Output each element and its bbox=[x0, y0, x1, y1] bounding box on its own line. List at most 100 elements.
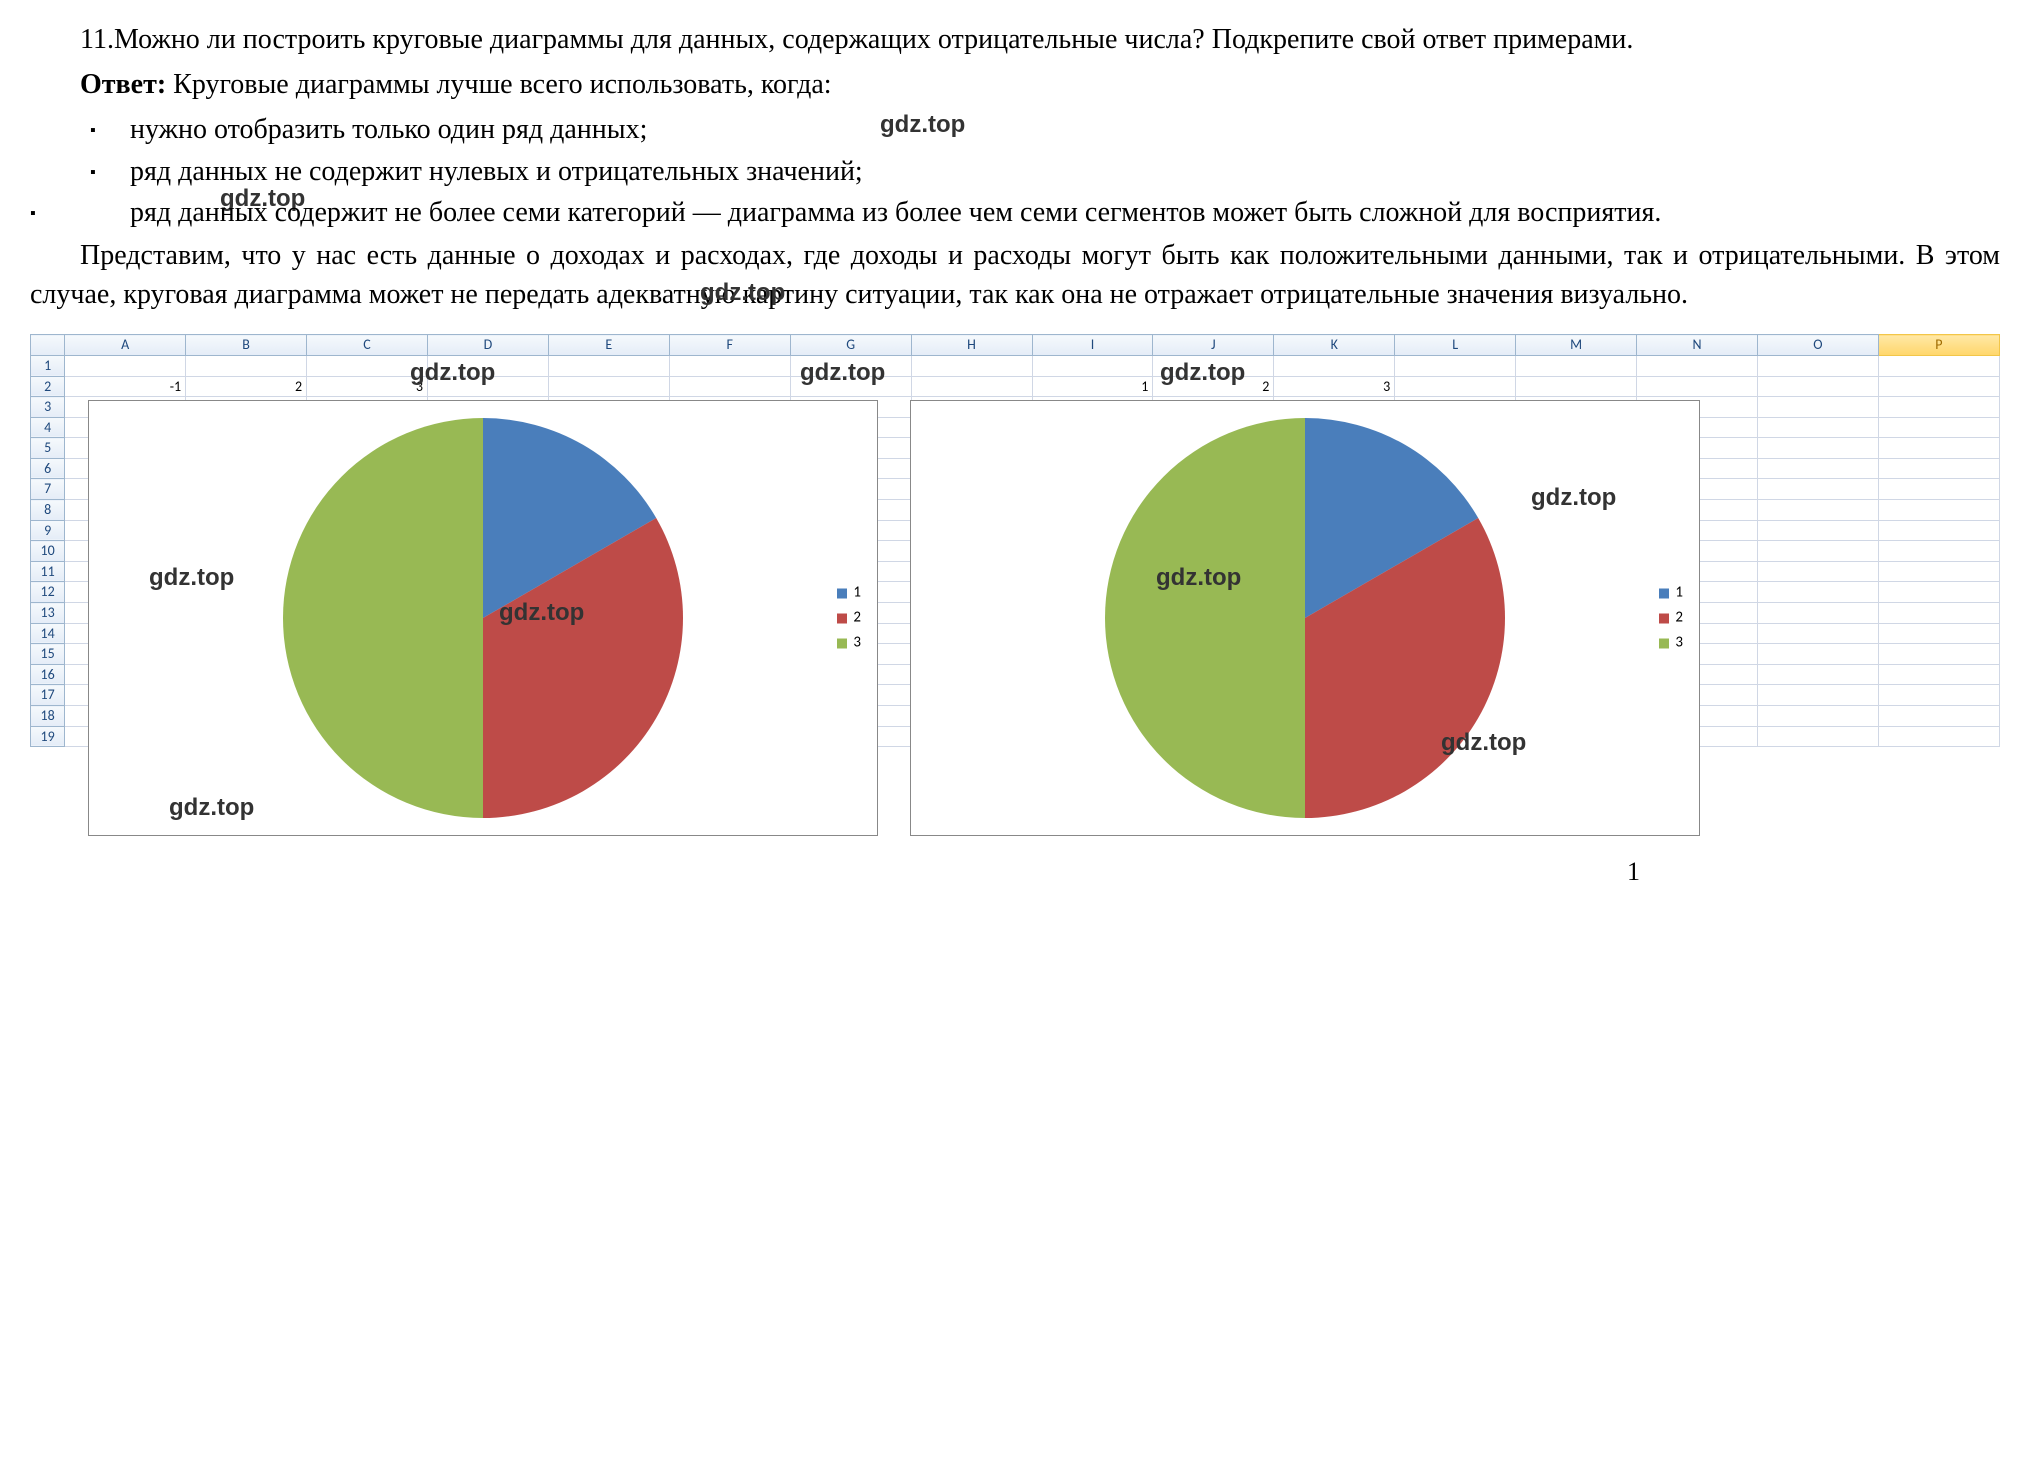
cell[interactable] bbox=[1878, 479, 1999, 500]
cell[interactable] bbox=[790, 376, 911, 397]
pie-chart-right[interactable]: 1 2 3 gdz.top gdz.top gdz.top bbox=[910, 400, 1700, 836]
col-header[interactable]: L bbox=[1395, 335, 1516, 356]
col-header[interactable]: J bbox=[1153, 335, 1274, 356]
pie-chart-left[interactable]: 1 2 3 gdz.top gdz.top gdz.top bbox=[88, 400, 878, 836]
corner-cell[interactable] bbox=[31, 335, 65, 356]
row-header[interactable]: 11 bbox=[31, 561, 65, 582]
cell[interactable] bbox=[911, 355, 1032, 376]
row-header[interactable]: 16 bbox=[31, 664, 65, 685]
cell[interactable]: 2 bbox=[1153, 376, 1274, 397]
cell[interactable] bbox=[1878, 376, 1999, 397]
col-header[interactable]: C bbox=[307, 335, 428, 356]
cell[interactable] bbox=[790, 355, 911, 376]
cell[interactable] bbox=[1757, 397, 1878, 418]
col-header[interactable]: A bbox=[65, 335, 186, 356]
cell[interactable] bbox=[1757, 541, 1878, 562]
col-header[interactable]: B bbox=[186, 335, 307, 356]
row-header[interactable]: 8 bbox=[31, 500, 65, 521]
row-header[interactable]: 4 bbox=[31, 417, 65, 438]
cell[interactable] bbox=[1757, 644, 1878, 665]
row-header[interactable]: 3 bbox=[31, 397, 65, 418]
row-header[interactable]: 12 bbox=[31, 582, 65, 603]
cell[interactable] bbox=[427, 376, 548, 397]
cell[interactable] bbox=[1878, 355, 1999, 376]
row-header[interactable]: 5 bbox=[31, 438, 65, 459]
row-header[interactable]: 9 bbox=[31, 520, 65, 541]
cell[interactable] bbox=[1757, 458, 1878, 479]
row-header[interactable]: 1 bbox=[31, 355, 65, 376]
cell[interactable]: 3 bbox=[307, 376, 428, 397]
cell[interactable] bbox=[669, 355, 790, 376]
cell[interactable] bbox=[1878, 417, 1999, 438]
row-header[interactable]: 14 bbox=[31, 623, 65, 644]
row-header[interactable]: 6 bbox=[31, 458, 65, 479]
cell[interactable] bbox=[1878, 726, 1999, 747]
row-header[interactable]: 2 bbox=[31, 376, 65, 397]
cell[interactable]: 1 bbox=[1032, 376, 1153, 397]
cell[interactable] bbox=[1878, 706, 1999, 727]
cell[interactable] bbox=[1516, 355, 1637, 376]
cell[interactable] bbox=[1878, 541, 1999, 562]
cell[interactable] bbox=[1757, 561, 1878, 582]
row-header[interactable]: 18 bbox=[31, 706, 65, 727]
row-header[interactable]: 10 bbox=[31, 541, 65, 562]
cell[interactable]: -1 bbox=[65, 376, 186, 397]
cell[interactable] bbox=[1757, 664, 1878, 685]
cell[interactable] bbox=[186, 355, 307, 376]
col-header[interactable]: F bbox=[669, 335, 790, 356]
cell[interactable] bbox=[1395, 355, 1516, 376]
cell[interactable]: 3 bbox=[1274, 376, 1395, 397]
col-header[interactable]: D bbox=[427, 335, 548, 356]
col-header[interactable]: G bbox=[790, 335, 911, 356]
cell[interactable] bbox=[1757, 706, 1878, 727]
cell[interactable] bbox=[1757, 726, 1878, 747]
cell[interactable] bbox=[1757, 355, 1878, 376]
cell[interactable] bbox=[1878, 603, 1999, 624]
cell[interactable] bbox=[307, 355, 428, 376]
cell[interactable] bbox=[1878, 664, 1999, 685]
cell[interactable] bbox=[1878, 644, 1999, 665]
cell[interactable] bbox=[1878, 520, 1999, 541]
cell[interactable] bbox=[1757, 438, 1878, 459]
cell[interactable] bbox=[1637, 376, 1758, 397]
col-header[interactable]: O bbox=[1757, 335, 1878, 356]
cell[interactable] bbox=[548, 376, 669, 397]
row-header[interactable]: 17 bbox=[31, 685, 65, 706]
cell[interactable] bbox=[911, 376, 1032, 397]
cell[interactable] bbox=[1757, 520, 1878, 541]
row-header[interactable]: 7 bbox=[31, 479, 65, 500]
cell[interactable] bbox=[1153, 355, 1274, 376]
cell[interactable] bbox=[1757, 603, 1878, 624]
col-header[interactable]: P bbox=[1878, 335, 1999, 356]
cell[interactable] bbox=[1878, 623, 1999, 644]
row-header[interactable]: 19 bbox=[31, 726, 65, 747]
cell[interactable] bbox=[1637, 355, 1758, 376]
col-header[interactable]: E bbox=[548, 335, 669, 356]
cell[interactable] bbox=[1757, 582, 1878, 603]
cell[interactable]: 2 bbox=[186, 376, 307, 397]
cell[interactable] bbox=[1757, 376, 1878, 397]
cell[interactable] bbox=[1757, 685, 1878, 706]
cell[interactable] bbox=[1757, 417, 1878, 438]
col-header[interactable]: N bbox=[1637, 335, 1758, 356]
col-header[interactable]: M bbox=[1516, 335, 1637, 356]
cell[interactable] bbox=[1757, 623, 1878, 644]
cell[interactable] bbox=[1395, 376, 1516, 397]
cell[interactable] bbox=[1878, 438, 1999, 459]
cell[interactable] bbox=[1757, 479, 1878, 500]
cell[interactable] bbox=[1516, 376, 1637, 397]
col-header[interactable]: K bbox=[1274, 335, 1395, 356]
col-header[interactable]: H bbox=[911, 335, 1032, 356]
cell[interactable] bbox=[1878, 458, 1999, 479]
cell[interactable] bbox=[548, 355, 669, 376]
cell[interactable] bbox=[1274, 355, 1395, 376]
cell[interactable] bbox=[1878, 500, 1999, 521]
cell[interactable] bbox=[1757, 500, 1878, 521]
cell[interactable] bbox=[65, 355, 186, 376]
cell[interactable] bbox=[1032, 355, 1153, 376]
cell[interactable] bbox=[1878, 582, 1999, 603]
row-header[interactable]: 13 bbox=[31, 603, 65, 624]
cell[interactable] bbox=[427, 355, 548, 376]
row-header[interactable]: 15 bbox=[31, 644, 65, 665]
cell[interactable] bbox=[1878, 685, 1999, 706]
